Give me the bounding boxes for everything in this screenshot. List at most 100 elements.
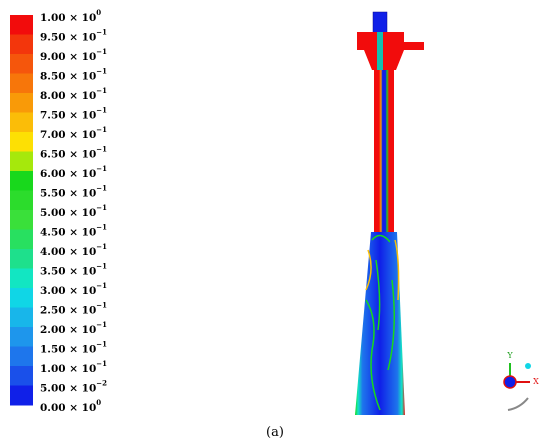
label-mantissa: 5.50 × 10 <box>40 188 96 200</box>
legend-label: 8.00 × 10−1 <box>40 86 107 102</box>
label-mantissa: 8.50 × 10 <box>40 71 96 83</box>
label-exponent: −2 <box>96 379 107 388</box>
contour-plot <box>355 11 424 415</box>
streak <box>365 239 400 301</box>
label-exponent: −1 <box>96 223 107 232</box>
label-mantissa: 1.00 × 10 <box>40 12 96 24</box>
legend-label: 5.50 × 10−1 <box>40 184 107 200</box>
label-mantissa: 4.50 × 10 <box>40 227 96 239</box>
label-mantissa: 5.00 × 10 <box>40 383 96 395</box>
color-band <box>10 34 33 55</box>
label-exponent: −1 <box>96 359 107 368</box>
label-mantissa: 1.00 × 10 <box>40 363 96 375</box>
color-band <box>10 327 33 347</box>
label-exponent: −1 <box>96 67 107 76</box>
origin <box>503 375 517 389</box>
x-axis-label: X <box>533 377 539 386</box>
legend-label: 4.50 × 10−1 <box>40 223 107 239</box>
legend-label: 2.00 × 10−1 <box>40 320 107 336</box>
label-exponent: −1 <box>96 320 107 329</box>
color-band <box>10 15 33 35</box>
color-band <box>10 229 33 250</box>
legend-label: 2.50 × 10−1 <box>40 301 107 317</box>
axis-triad: Y X <box>503 351 539 411</box>
legend-label: 0.00 × 100 <box>40 398 101 414</box>
label-mantissa: 6.50 × 10 <box>40 149 96 161</box>
color-band <box>10 249 33 269</box>
label-mantissa: 3.50 × 10 <box>40 266 96 278</box>
label-mantissa: 2.00 × 10 <box>40 324 96 336</box>
color-band <box>10 190 33 211</box>
color-band <box>10 288 33 308</box>
color-band <box>10 385 33 406</box>
legend-label: 6.50 × 10−1 <box>40 145 107 161</box>
label-exponent: −1 <box>96 164 107 173</box>
color-band <box>10 93 33 113</box>
legend-label: 6.00 × 10−1 <box>40 164 107 180</box>
label-mantissa: 7.50 × 10 <box>40 110 96 122</box>
color-band <box>10 132 33 152</box>
label-exponent: −1 <box>96 340 107 349</box>
legend-label: 7.50 × 10−1 <box>40 106 107 122</box>
streak <box>365 234 395 411</box>
label-exponent: −1 <box>96 86 107 95</box>
label-mantissa: 9.00 × 10 <box>40 51 96 63</box>
label-exponent: −1 <box>96 28 107 37</box>
legend-label: 3.00 × 10−1 <box>40 281 107 297</box>
y-axis-label: Y <box>506 351 513 360</box>
label-exponent: −1 <box>96 125 107 134</box>
label-mantissa: 0.00 × 10 <box>40 402 96 414</box>
label-exponent: −1 <box>96 301 107 310</box>
caption: (a) <box>266 425 284 440</box>
label-mantissa: 1.50 × 10 <box>40 344 96 356</box>
column <box>374 70 394 232</box>
color-band <box>10 346 33 367</box>
inlet <box>372 11 388 35</box>
color-band <box>10 54 33 74</box>
legend-label: 7.00 × 10−1 <box>40 125 107 141</box>
label-mantissa: 5.00 × 10 <box>40 207 96 219</box>
color-band <box>10 268 33 289</box>
legend-label: 1.00 × 100 <box>40 8 101 24</box>
label-mantissa: 3.00 × 10 <box>40 285 96 297</box>
legend-label: 3.50 × 10−1 <box>40 262 107 278</box>
marker <box>525 363 531 369</box>
hood <box>357 32 424 70</box>
color-band <box>10 112 33 133</box>
label-exponent: −1 <box>96 242 107 251</box>
color-band <box>10 307 33 328</box>
legend-label: 5.00 × 10−2 <box>40 379 107 395</box>
legend-label: 5.00 × 10−1 <box>40 203 107 219</box>
label-mantissa: 7.00 × 10 <box>40 129 96 141</box>
caption-text: (a) <box>266 425 284 440</box>
label-mantissa: 4.00 × 10 <box>40 246 96 258</box>
legend-label: 9.00 × 10−1 <box>40 47 107 63</box>
label-exponent: −1 <box>96 203 107 212</box>
label-exponent: 0 <box>96 8 101 17</box>
legend-label: 1.00 × 10−1 <box>40 359 107 375</box>
color-band <box>10 366 33 386</box>
label-mantissa: 6.00 × 10 <box>40 168 96 180</box>
legend-label: 4.00 × 10−1 <box>40 242 107 258</box>
label-exponent: 0 <box>96 398 101 407</box>
cone <box>355 232 405 415</box>
color-band <box>10 73 33 94</box>
label-mantissa: 8.00 × 10 <box>40 90 96 102</box>
label-mantissa: 2.50 × 10 <box>40 305 96 317</box>
color-band <box>10 151 33 172</box>
label-exponent: −1 <box>96 262 107 271</box>
label-exponent: −1 <box>96 145 107 154</box>
pipe <box>377 32 383 72</box>
rotate-arrow <box>507 397 529 411</box>
label-mantissa: 9.50 × 10 <box>40 32 96 44</box>
label-exponent: −1 <box>96 106 107 115</box>
color-band <box>10 210 33 230</box>
color-band <box>10 171 33 191</box>
legend-label: 9.50 × 10−1 <box>40 28 107 44</box>
label-exponent: −1 <box>96 281 107 290</box>
label-exponent: −1 <box>96 47 107 56</box>
legend-label: 1.50 × 10−1 <box>40 340 107 356</box>
legend-label: 8.50 × 10−1 <box>40 67 107 83</box>
